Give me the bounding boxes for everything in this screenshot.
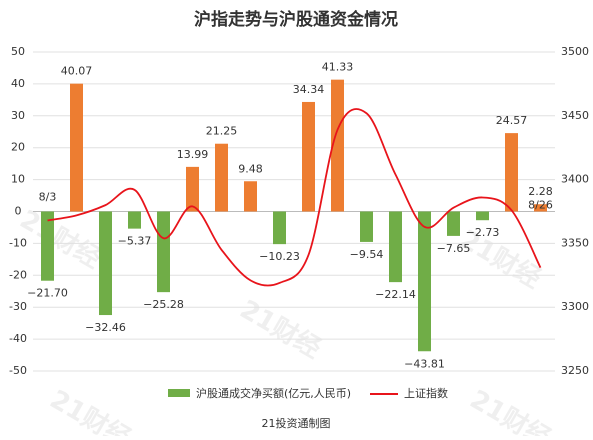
data-label: 13.99 [177, 148, 209, 161]
bar [157, 211, 170, 293]
legend-label: 上证指数 [404, 386, 448, 400]
bar [244, 181, 257, 212]
data-label: −21.70 [27, 287, 68, 300]
bar [186, 166, 199, 212]
bar [99, 211, 112, 316]
data-label: −7.65 [437, 242, 471, 255]
bar [505, 133, 518, 212]
y2-tick-label: 3300 [561, 300, 589, 313]
y-tick-label: 50 [11, 45, 25, 58]
bar [302, 101, 315, 212]
y-tick-label: 30 [11, 109, 25, 122]
bar [476, 211, 489, 221]
bar [215, 143, 228, 212]
bar [447, 211, 460, 236]
y2-tick-label: 3450 [561, 109, 589, 122]
x-tick-label: 8/26 [528, 199, 553, 212]
bar [128, 211, 141, 229]
bar [331, 79, 344, 212]
data-label: −9.54 [350, 248, 384, 261]
y-tick-label: 40 [11, 77, 25, 90]
data-label: 40.07 [61, 65, 93, 78]
legend-label: 沪股通成交净买额(亿元,人民币) [196, 386, 351, 400]
y2-tick-label: 3400 [561, 173, 589, 186]
source: 21投资通制图 [262, 416, 331, 430]
chart-title: 沪指走势与沪股通资金情况 [194, 9, 398, 30]
data-label: −22.14 [375, 288, 416, 301]
y-tick-label: 20 [11, 141, 25, 154]
bar [534, 204, 547, 212]
y-tick-label: -50 [9, 364, 27, 377]
legend-swatch [168, 389, 190, 397]
data-label: 34.34 [293, 83, 325, 96]
data-label: 21.25 [206, 125, 238, 138]
bar [418, 211, 431, 352]
y-tick-label: -30 [9, 300, 27, 313]
data-label: −25.28 [143, 298, 184, 311]
data-label: −5.37 [118, 235, 152, 248]
bar [70, 83, 83, 212]
data-label: −2.73 [466, 226, 500, 239]
y-tick-label: -20 [9, 268, 27, 281]
data-label: 2.28 [528, 185, 553, 198]
y2-tick-label: 3500 [561, 45, 589, 58]
bar [41, 211, 54, 281]
x-tick-label: 8/3 [39, 191, 57, 204]
y2-tick-label: 3250 [561, 364, 589, 377]
data-label: 9.48 [238, 162, 263, 175]
index-line [47, 108, 542, 287]
data-label: 41.33 [322, 61, 354, 74]
bar [389, 211, 402, 283]
y-tick-label: -40 [9, 332, 27, 345]
data-label: 24.57 [496, 114, 528, 127]
y2-tick-label: 3350 [561, 236, 589, 249]
bar [273, 211, 286, 245]
y-tick-label: 10 [11, 173, 25, 186]
data-label: −32.46 [85, 321, 126, 334]
y-tick-label: -10 [9, 236, 27, 249]
bar [360, 211, 373, 242]
y-tick-label: 0 [15, 205, 22, 218]
data-label: −10.23 [259, 250, 300, 263]
data-label: −43.81 [404, 357, 445, 370]
